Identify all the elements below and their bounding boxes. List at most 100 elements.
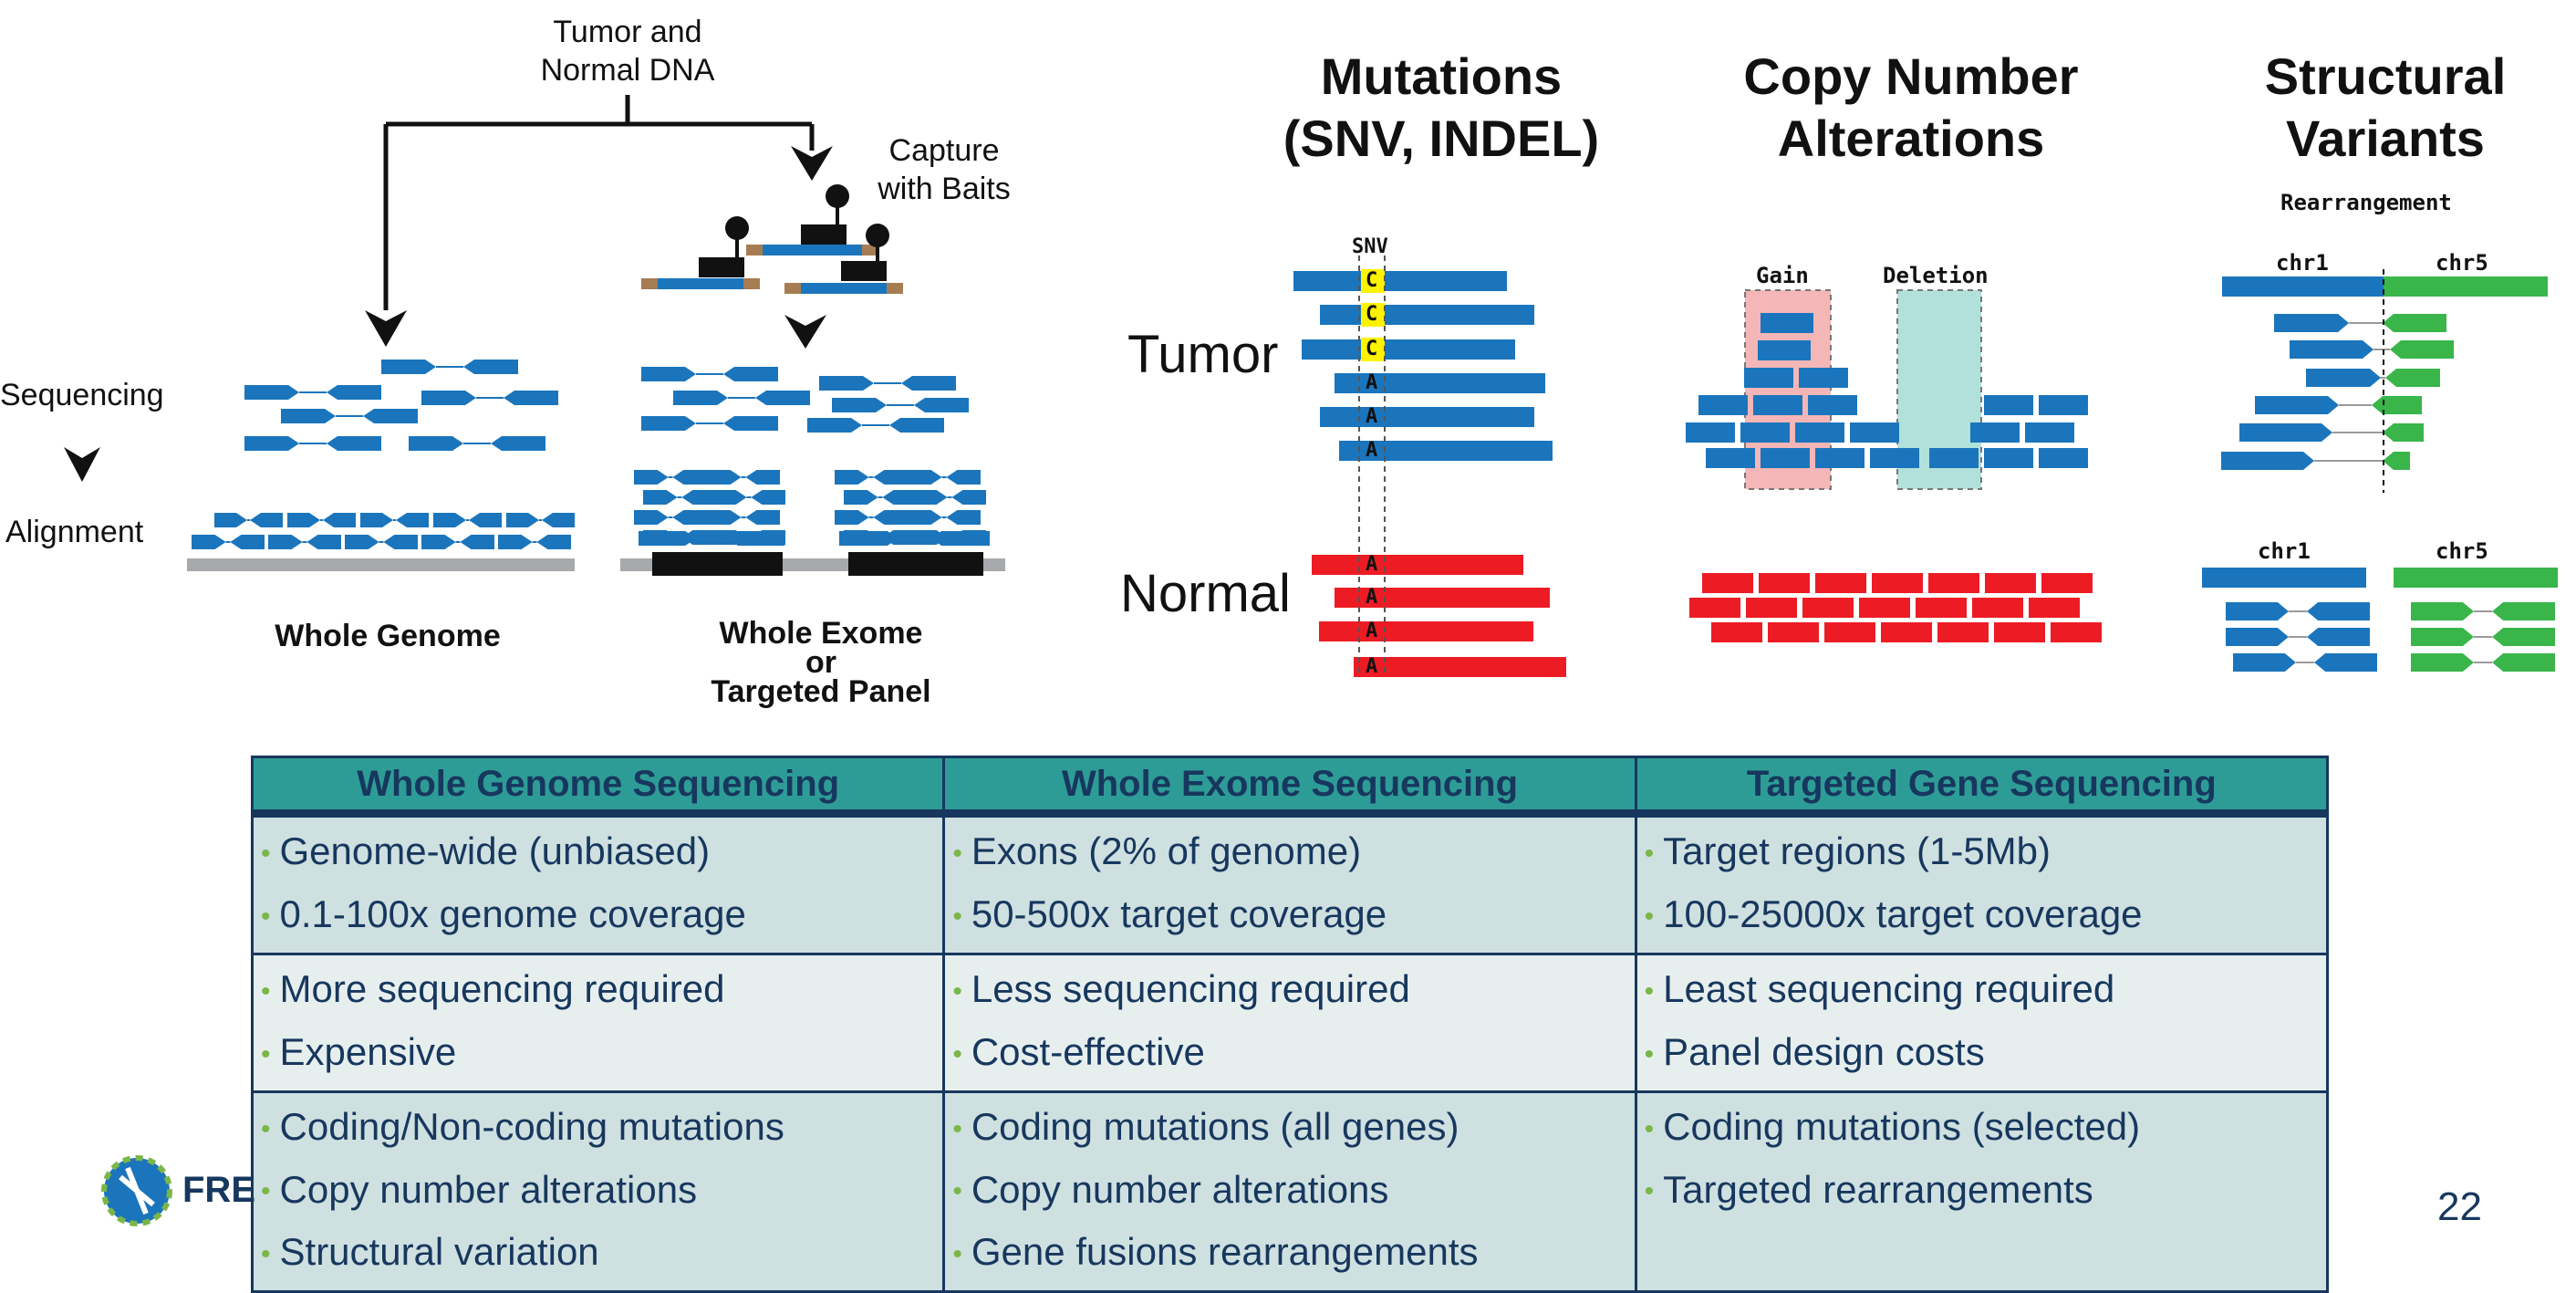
cna-normal-read	[1985, 573, 2036, 593]
base-letter: A	[1366, 371, 1378, 394]
sequencing-label: Sequencing	[0, 378, 164, 412]
list-item: • Targeted rearrangements	[1644, 1167, 2093, 1211]
cna-normal-read	[1824, 622, 1875, 642]
read-pair	[421, 535, 456, 549]
read-pair	[306, 535, 341, 549]
cna-reads	[1686, 313, 2102, 642]
table-cell: • More sequencing required • Expensive	[250, 954, 946, 1093]
read-pair	[345, 535, 379, 549]
read-pair	[323, 513, 356, 527]
cna-normal-read	[1702, 573, 1753, 593]
read-pair	[745, 510, 780, 525]
read-pair	[244, 436, 299, 451]
table-cell: • Less sequencing required • Cost-effectiv…	[942, 954, 1637, 1093]
header-targeted-gene: Targeted Gene Sequencing	[1634, 756, 2330, 818]
base-letter: A	[1366, 553, 1378, 576]
read-pair	[463, 360, 518, 374]
mutations-heading-line-2: (SNV, INDEL)	[1283, 109, 1600, 167]
read-pair	[835, 470, 869, 485]
list-item: • Coding mutations (all genes)	[952, 1104, 1459, 1148]
read-pair	[536, 535, 571, 549]
logo-icon	[101, 1155, 172, 1226]
tumor-read	[1320, 407, 1534, 427]
read-pair	[951, 490, 986, 505]
read-pair	[214, 513, 247, 527]
gain-label: Gain	[1756, 263, 1809, 288]
cna-heading-line-2: Alterations	[1777, 109, 2045, 167]
read-pair	[908, 510, 942, 525]
read-pair	[641, 416, 696, 431]
chr1-read	[2239, 423, 2332, 442]
cna-tumor-read	[1686, 422, 1735, 443]
chr1-reference	[2222, 276, 2384, 297]
capture-baits	[641, 184, 903, 294]
normal-pair-read	[2492, 602, 2555, 620]
read-pair	[755, 391, 810, 405]
chr5-reference	[2394, 568, 2558, 588]
normal-pair-read	[2233, 653, 2296, 672]
cna-tumor-read	[1753, 395, 1802, 415]
list-item: • Cost-effective	[952, 1029, 1205, 1073]
read-pair	[433, 513, 466, 527]
cna-tumor-read	[1850, 422, 1899, 443]
cna-normal-read	[1815, 573, 1866, 593]
read-pair	[712, 490, 747, 505]
base-letter: A	[1366, 405, 1378, 428]
list-item: • Structural variation	[261, 1230, 599, 1274]
list-item: • Panel design costs	[1644, 1029, 1985, 1073]
chr1-label: chr1	[2276, 250, 2329, 276]
base-letter: C	[1366, 269, 1378, 292]
snv-highlight	[1361, 303, 1385, 327]
normal-read	[1319, 621, 1533, 641]
cna-normal-read	[1689, 598, 1740, 618]
whole-exome-line-2: or	[805, 645, 836, 680]
cna-normal-read	[1972, 598, 2023, 618]
read-pair	[726, 531, 784, 546]
list-item: • Less sequencing required	[952, 966, 1410, 1010]
reference-bar	[187, 558, 575, 571]
base-letter: A	[1366, 655, 1378, 678]
whole-exome-line-3: Targeted Panel	[711, 674, 931, 709]
snv-highlight	[1361, 338, 1385, 361]
list-item: • Target regions (1-5Mb)	[1644, 829, 2051, 872]
table-cell: • Target regions (1-5Mb) • 100-25000x targ…	[1634, 813, 2330, 955]
sv-heading: Structural Variants	[2226, 46, 2545, 170]
list-item: • Coding/Non-coding mutations	[261, 1104, 784, 1148]
chr5-read	[2385, 369, 2440, 387]
read-pair	[230, 535, 265, 549]
cna-tumor-read	[1795, 422, 1844, 443]
chr1-read	[2290, 340, 2373, 359]
read-pair	[268, 535, 303, 549]
read-pair	[723, 416, 778, 431]
normal-pair-read	[2411, 602, 2474, 620]
whole-exome-line-1: Whole Exome	[719, 616, 923, 651]
cna-tumor-read	[1929, 448, 1979, 468]
table-header-row: Whole Genome Sequencing Whole Exome Sequ…	[250, 756, 2330, 818]
deletion-label: Deletion	[1883, 263, 1989, 288]
read-pair	[672, 510, 707, 525]
chr5-label: chr5	[2436, 538, 2488, 564]
tumor-read	[1335, 373, 1545, 393]
input-dna-label: Tumor and Normal DNA	[540, 15, 715, 88]
cna-normal-read	[1859, 598, 1910, 618]
cna-heading: Copy Number Alterations	[1715, 46, 2107, 170]
table-row: • More sequencing required • Expensive • Le…	[250, 954, 2330, 1093]
cna-normal-read	[1872, 573, 1923, 593]
read-pair	[363, 409, 418, 423]
list-item: • Copy number alterations	[261, 1167, 698, 1211]
normal-read	[1335, 588, 1550, 608]
read-pair	[745, 470, 780, 485]
cna-tumor-read	[1808, 395, 1857, 415]
whole-genome-reads	[192, 360, 575, 549]
normal-pair-read	[2411, 628, 2474, 646]
normal-pair-read	[2307, 628, 2370, 646]
tumor-read	[1320, 305, 1534, 325]
whole-exome-label: Whole Exome or Targeted Panel	[675, 616, 967, 709]
capture-target-block	[848, 552, 983, 576]
capture-target-block	[652, 552, 783, 576]
read-pair	[681, 490, 716, 505]
read-pair	[381, 360, 436, 374]
chr5-read	[2383, 452, 2410, 470]
read-pair	[250, 513, 283, 527]
whole-exome-reads	[634, 367, 990, 546]
